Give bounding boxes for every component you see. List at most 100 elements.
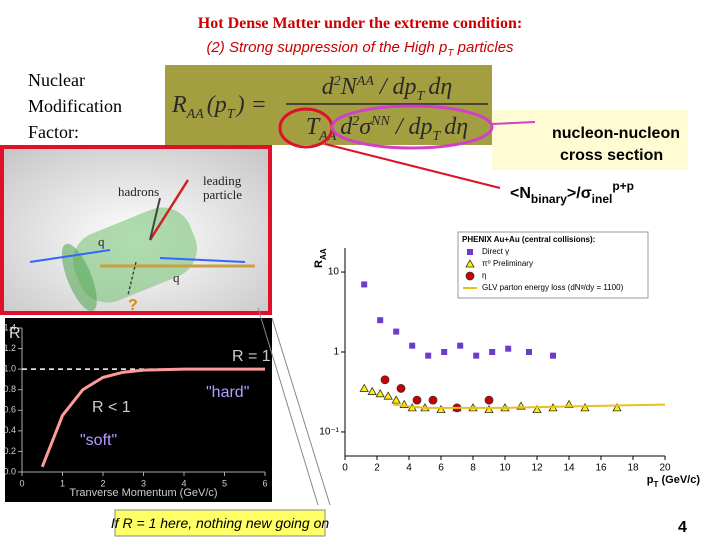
y-tick-label: 0.6 <box>3 405 16 415</box>
legend-box <box>457 231 649 299</box>
data-line <box>40 367 265 468</box>
arrow <box>159 257 246 263</box>
x-tick-label: 4 <box>406 463 412 474</box>
x-tick-label: 10 <box>499 463 511 474</box>
sub: binary <box>531 192 567 206</box>
formula-numerator: d2NAA / dpT dη <box>322 74 453 104</box>
sym: η <box>440 74 452 100</box>
x-tick-label: 8 <box>470 463 476 474</box>
marker <box>428 395 438 405</box>
sym: dp <box>393 74 417 100</box>
x-tick-label: 2 <box>374 463 380 474</box>
marker <box>393 328 400 335</box>
y-axis-label-part: AA <box>319 248 328 260</box>
annotation: "hard" <box>206 384 249 401</box>
marker <box>532 404 542 414</box>
sym: d <box>428 74 441 100</box>
sub: AA <box>186 107 205 122</box>
sym: d <box>340 114 353 140</box>
marker <box>409 342 416 349</box>
x-tick-label: 4 <box>181 478 186 488</box>
legend-label: π⁰ Preliminary <box>482 259 533 268</box>
fireball <box>61 207 197 312</box>
arrow <box>149 197 161 241</box>
subtitle: (2) Strong suppression of the High pT pa… <box>206 39 514 59</box>
note: If R = 1 here, nothing new going on <box>111 515 330 531</box>
y-tick-label: 10⁻¹ <box>319 427 339 438</box>
zoom-line <box>271 317 331 506</box>
x-tick-label: 12 <box>531 463 543 474</box>
x-axis-label: pT (GeV/c) <box>647 474 701 489</box>
ratio-text: <Nbinary>/σinelp+p <box>510 179 634 206</box>
sym: / <box>394 114 405 140</box>
subtitle-text: (2) Strong suppression of the High p <box>206 39 447 56</box>
formula-lhs: RAA (pT) = <box>171 92 267 122</box>
page-number: 4 <box>678 519 687 536</box>
x-tick-label: 14 <box>563 463 575 474</box>
marker <box>484 404 494 414</box>
annotation: "soft" <box>80 432 117 449</box>
definition-label: Nuclear <box>28 70 85 90</box>
marker <box>505 345 512 352</box>
marker <box>380 375 390 385</box>
marker <box>465 259 475 268</box>
marker <box>359 383 369 392</box>
sup: 2 <box>334 74 341 89</box>
diagram-label: q <box>98 234 105 249</box>
marker <box>436 404 446 414</box>
x-tick-label: 20 <box>659 463 671 474</box>
marker <box>361 281 368 288</box>
sym: d <box>322 74 335 100</box>
highlight-ellipse <box>330 104 494 150</box>
sym: R <box>171 92 187 118</box>
y-tick-label: 0.2 <box>3 446 16 456</box>
marker <box>484 395 494 405</box>
gluon <box>127 261 137 296</box>
sym: ( <box>207 92 217 118</box>
marker <box>367 386 377 395</box>
x-tick-label: 3 <box>141 478 146 488</box>
sup: NN <box>370 114 390 129</box>
arrow <box>491 121 536 125</box>
diagram-label: q <box>173 270 180 285</box>
marker <box>580 403 590 412</box>
x-axis-label: Tranverse Momentum (GeV/c) <box>69 487 217 499</box>
subtitle-text: particles <box>454 39 515 56</box>
marker <box>489 349 496 355</box>
formula-box <box>165 65 492 145</box>
zoom-line <box>257 307 319 506</box>
legend-label: GLV parton energy loss (dNᵍ/dy = 1100) <box>482 283 624 292</box>
data-line <box>392 403 666 409</box>
marker <box>465 271 475 281</box>
sym: σ <box>359 114 372 140</box>
marker <box>550 352 556 359</box>
sym: <N <box>510 185 531 202</box>
y-tick-label: 0.8 <box>3 384 16 394</box>
sub: T <box>417 89 426 104</box>
y-axis-label: R <box>9 325 21 342</box>
definition-label: Factor: <box>28 122 79 142</box>
title: Hot Dense Matter under the extreme condi… <box>198 15 522 32</box>
x-tick-label: 0 <box>19 478 24 488</box>
marker <box>412 395 422 405</box>
x-tick-label: 5 <box>222 478 227 488</box>
x-tick-label: 1 <box>60 478 65 488</box>
marker <box>425 352 432 359</box>
marker <box>396 384 406 393</box>
sym: >/σ <box>567 185 592 202</box>
sub: T <box>227 107 236 122</box>
x-axis-label-part: (GeV/c) <box>658 474 700 486</box>
sym: N <box>340 74 359 100</box>
y-tick-label: 1.0 <box>3 364 16 374</box>
diagram-label: leading <box>203 173 242 188</box>
marker <box>377 317 384 324</box>
x-tick-label: 6 <box>438 463 444 474</box>
sym: p <box>213 92 227 118</box>
subtitle-sub: T <box>447 48 454 59</box>
sub: T <box>432 129 441 144</box>
sym: / <box>378 74 389 100</box>
x-tick-label: 18 <box>627 463 639 474</box>
arrow <box>29 249 111 263</box>
sym: ) <box>235 92 245 118</box>
